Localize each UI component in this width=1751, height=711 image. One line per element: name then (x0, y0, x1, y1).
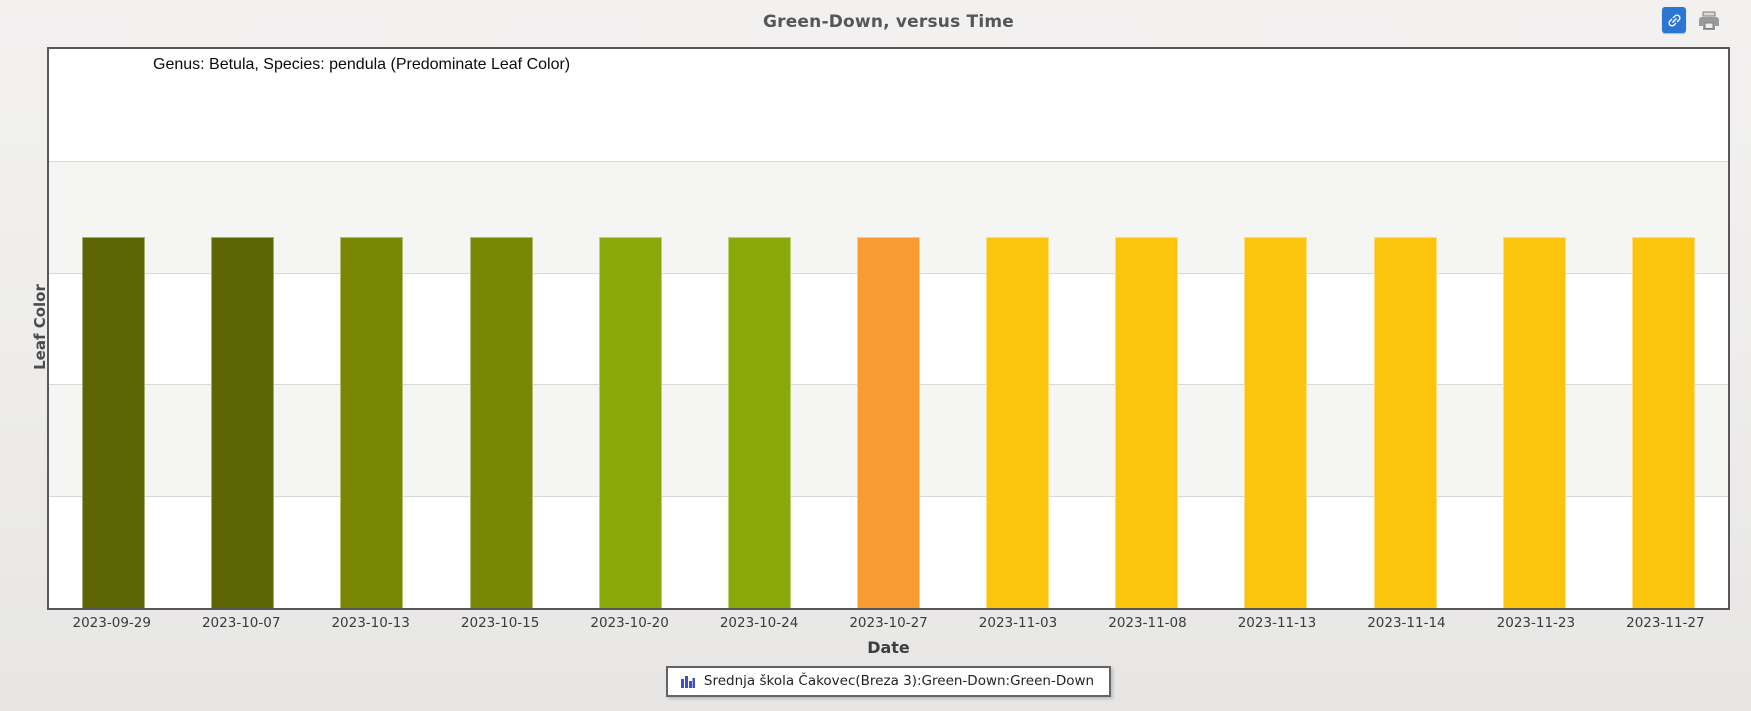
print-icon (1697, 9, 1721, 33)
bar-2023-11-03[interactable] (986, 236, 1050, 608)
bar-slot (824, 49, 953, 608)
bar-slot (178, 49, 307, 608)
x-tick-label: 2023-10-27 (849, 615, 928, 631)
bar-slot (1211, 49, 1340, 608)
bar-2023-11-13[interactable] (1244, 236, 1308, 608)
x-tick-label: 2023-10-13 (331, 615, 410, 631)
x-tick-label: 2023-10-20 (590, 615, 669, 631)
link-button[interactable] (1662, 7, 1686, 33)
bar-slot (695, 49, 824, 608)
link-icon (1666, 12, 1683, 29)
bar-2023-11-27[interactable] (1631, 236, 1695, 608)
bar-2023-09-29[interactable] (82, 236, 146, 608)
bar-2023-10-27[interactable] (857, 236, 921, 608)
bar-slot (49, 49, 178, 608)
page-title: Green-Down, versus Time (762, 12, 1015, 32)
y-axis-title: Leaf Color (31, 284, 49, 370)
x-tick-label: 2023-09-29 (72, 615, 151, 631)
chart-subtitle: Genus: Betula, Species: pendula (Predomi… (153, 56, 571, 73)
x-tick-label: 2023-10-24 (719, 615, 799, 631)
bar-slot (953, 49, 1082, 608)
chart-panel: Genus: Betula, Species: pendula (Predomi… (47, 47, 1730, 610)
x-axis-labels: 2023-09-29 2023-10-07 2023-10-13 2023-10-15… (47, 615, 1730, 631)
x-tick-label: 2023-11-13 (1237, 615, 1317, 631)
bar-slot (436, 49, 565, 608)
bar-slot (307, 49, 436, 608)
x-tick-label: 2023-10-07 (201, 615, 281, 631)
bar-2023-10-20[interactable] (598, 236, 662, 608)
x-tick-label: 2023-11-14 (1367, 615, 1446, 631)
toolbar (1662, 7, 1721, 33)
bar-slot (1470, 49, 1599, 608)
x-tick-label: 2023-10-15 (460, 615, 540, 631)
bar-2023-11-08[interactable] (1115, 236, 1179, 608)
bar-slot (1082, 49, 1211, 608)
x-axis-title: Date (867, 638, 910, 657)
bar-chart-icon (680, 675, 695, 688)
legend-label: Srednja škola Čakovec(Breza 3):Green-Dow… (703, 673, 1095, 689)
legend-row: Srednja škola Čakovec(Breza 3):Green-Dow… (47, 666, 1730, 697)
x-tick-label: 2023-11-23 (1496, 615, 1576, 631)
bar-2023-10-15[interactable] (469, 236, 533, 608)
bar-2023-11-23[interactable] (1502, 236, 1566, 608)
legend-item[interactable]: Srednja škola Čakovec(Breza 3):Green-Dow… (665, 666, 1112, 697)
bar-slot (566, 49, 695, 608)
x-tick-label: 2023-11-03 (978, 615, 1058, 631)
bars-layer (49, 49, 1728, 608)
bar-slot (1341, 49, 1470, 608)
bar-2023-10-24[interactable] (727, 236, 791, 608)
x-tick-label: 2023-11-08 (1108, 615, 1187, 631)
bar-2023-11-14[interactable] (1373, 236, 1437, 608)
bar-2023-10-13[interactable] (340, 236, 404, 608)
bar-2023-10-07[interactable] (211, 236, 275, 608)
x-tick-label: 2023-11-27 (1626, 615, 1705, 631)
bar-slot (1599, 49, 1728, 608)
print-button[interactable] (1697, 9, 1721, 33)
